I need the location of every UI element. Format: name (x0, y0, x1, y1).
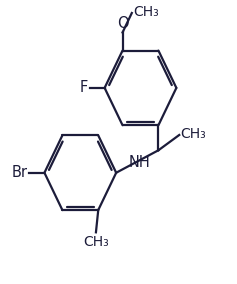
Text: F: F (79, 80, 88, 95)
Text: Br: Br (12, 165, 27, 180)
Text: CH₃: CH₃ (83, 235, 109, 249)
Text: CH₃: CH₃ (180, 127, 206, 141)
Text: NH: NH (129, 155, 150, 170)
Text: O: O (117, 16, 128, 31)
Text: CH₃: CH₃ (133, 5, 159, 19)
